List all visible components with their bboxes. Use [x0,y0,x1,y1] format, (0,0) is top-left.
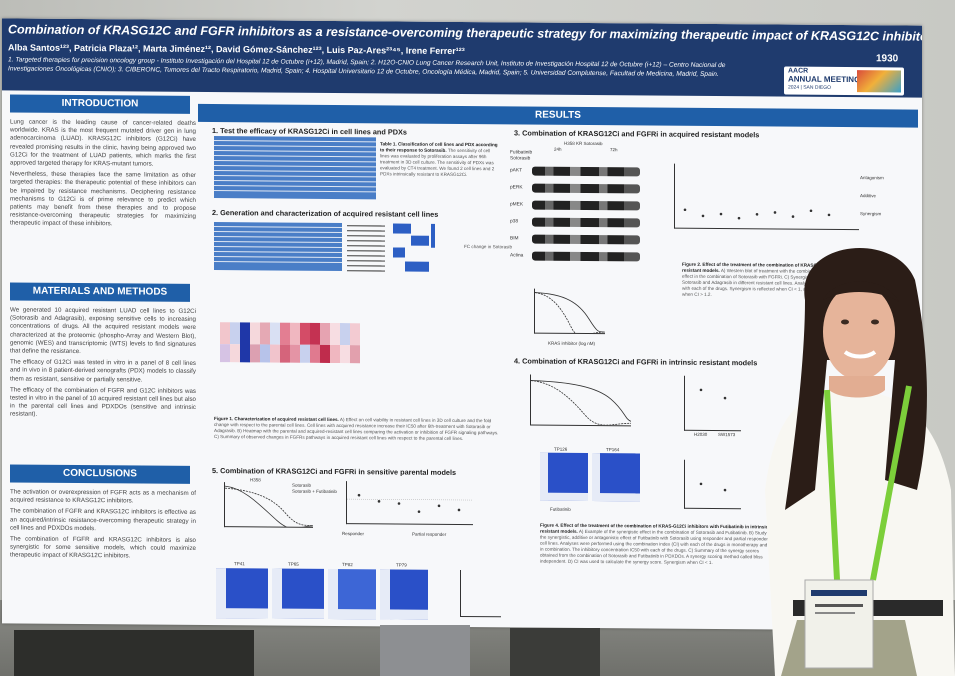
model-tp164: TP164 [606,447,620,453]
background-person [380,625,470,676]
blot-label-pakt: pAKT [510,168,522,174]
cell-sw1573: SW1573 [718,432,736,438]
intro-paragraph: Nevertheless, these therapies face the s… [10,170,196,228]
conclusions-text: The activation or overexpression of FGFR… [10,488,196,564]
poster-affiliations: 1. Targeted therapies for precision onco… [8,56,726,79]
figure-4c-xlabel: Futibatinib [550,506,571,512]
methods-paragraph: The efficacy of the combination of FGFR … [10,386,196,419]
blot-band-bim [532,234,640,245]
figure-1a-table [214,222,342,272]
intro-text: Lung cancer is the leading cause of canc… [10,118,196,232]
intro-paragraph: Lung cancer is the leading cause of canc… [10,118,196,168]
blot-time-72h: 72h [610,147,618,153]
figure-2b-curves [534,292,606,336]
blot-title: H358 KR Sotorasib [564,140,603,147]
figure-4b-ci-chart [684,375,741,432]
synergy-grid-tp164 [592,453,640,502]
result-2-heading: 2. Generation and characterization of ac… [212,208,439,219]
figure-4b-points [699,388,727,400]
methods-paragraph: We generated 10 acquired resistant LUAD … [10,306,196,356]
result-1-heading: 1. Test the efficacy of KRASG12Ci in cel… [212,126,407,137]
figure-2c-points [683,208,831,220]
research-poster: Combination of KRASG12C and FGFR inhibit… [2,18,922,631]
figure-5a-legend-2: Sotorasib + Futibatinib [292,488,337,495]
cell-h2030: H2030 [694,431,708,437]
conclusions-paragraph: The activation or overexpression of FGFR… [10,488,196,505]
blot-time-24h: 24h [554,146,562,152]
synergy-grid-tp65 [272,568,324,619]
figure-5b-group-2: Partial responder [412,531,447,537]
blot-treatment-2: Sotorasib [510,156,531,162]
figure-4a-chart [530,374,632,427]
poster-stand [14,630,254,676]
blot-label-actina: Actina [510,253,524,259]
figure-4d-chart [684,459,741,510]
poster-authors: Alba Santos¹²³, Patricia Plaza¹², Marta … [8,42,465,57]
result-5-heading: 5. Combination of KRASG12Ci and FGFRi in… [212,466,457,477]
blot-treatment-1: Futibatinib [510,150,533,156]
caption-body: A) Example of the synergistic effect in … [540,528,772,565]
section-results: RESULTS [198,103,918,128]
figure-2b-chart [534,288,606,336]
synergy-grid-tp82 [328,568,376,620]
background-table [510,628,600,676]
model-tp41: TP41 [234,561,245,567]
blot-label-pmek: pMEK [510,202,524,208]
blot-band-actina [532,251,640,262]
result-3-heading: 3. Combination of KRASG12Ci and FGFRi in… [514,128,760,140]
figure-5b-group-1: Responder [342,531,365,537]
methods-paragraph: The efficacy of G12Ci was tested in vitr… [10,358,196,384]
figure-4a-curves [530,380,632,426]
result-4-heading: 4. Combination of KRASG12Ci and FGFRi in… [514,356,758,368]
figure-4d-points [699,482,727,492]
figure-5b-ci-chart [346,481,473,526]
section-materials: MATERIALS AND METHODS [10,282,190,302]
aacr-logo-line3: 2024 | SAN DIEGO [788,84,831,91]
blot-label-bim: BIM [510,236,519,242]
synergy-grid-tp126 [540,452,588,501]
section-conclusions: CONCLUSIONS [10,464,190,484]
model-tp65: TP65 [288,561,299,567]
figure-2b-xlabel: KRAS inhibitor (log nM) [548,340,596,347]
model-tp79: TP79 [396,562,407,568]
aacr-artwork [857,70,901,93]
figure-1b-heatmap [220,322,360,364]
blot-label-perk: pERK [510,185,523,191]
figure-5a-legend-1: Sotorasib [292,482,312,488]
board-number: 1930 [876,53,899,65]
poster-title: Combination of KRASG12C and FGFR inhibit… [8,22,922,44]
presenter-photo [765,247,955,676]
figure-5a-chart [224,482,314,529]
blot-band-pmek [532,200,640,211]
conclusions-paragraph: The combination of FGFR and KRASG12C inh… [10,507,196,532]
blot-band-pakt [532,166,640,177]
conclusions-paragraph: The combination of FGFR and KRASG12C inh… [10,535,196,560]
synergy-grid-tp79 [380,569,428,620]
blot-band-perk [532,183,640,194]
blot-label-p38: p38 [510,219,519,225]
table-1 [214,136,376,200]
figure-4-caption: Figure 4. Effect of the treatment of the… [540,523,772,567]
figure-5b-points [347,493,473,513]
figure-5d-chart [460,569,501,618]
caption-bold: Figure 1. Characterization of acquired r… [214,416,339,423]
figure-1a-list [347,223,435,272]
table-1-caption: Table 1. Classification of cell lines an… [380,141,500,178]
figure-1-caption: Figure 1. Characterization of acquired r… [214,416,504,442]
ci-additive: Additive [860,193,877,199]
blot-band-p38 [532,217,640,228]
synergy-grid-tp41 [216,568,268,619]
model-tp82: TP82 [342,562,353,568]
aacr-logo: AACR ANNUAL MEETING 2024 | SAN DIEGO [784,66,904,96]
methods-text: We generated 10 acquired resistant LUAD … [10,306,196,423]
poster-header: Combination of KRASG12C and FGFR inhibit… [2,18,922,98]
aacr-logo-line2: ANNUAL MEETING [788,74,861,85]
model-tp126: TP126 [554,446,568,452]
section-introduction: INTRODUCTION [10,94,190,114]
figure-2c-ci-chart [674,163,859,231]
ci-antagonism: Antagonism [860,175,884,181]
ci-synergism: Synergism [860,211,882,217]
figure-1-legend: FC change in Sotorasib [464,244,513,250]
